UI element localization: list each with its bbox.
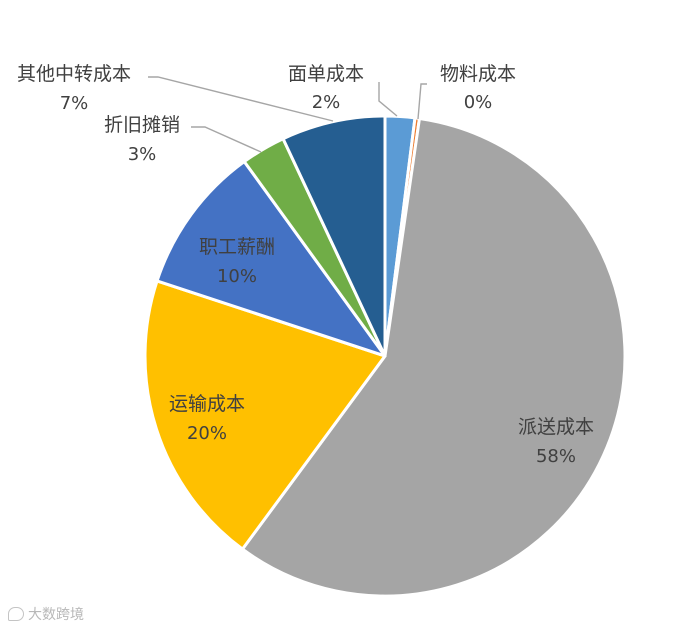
watermark: 大数跨境 [8, 604, 84, 624]
slice-value-职工薪酬: 10% [217, 266, 257, 287]
slice-value-派送成本: 58% [536, 446, 576, 467]
leader-line-物料成本 [417, 83, 427, 120]
slice-label-面单成本: 面单成本 [288, 63, 364, 85]
slice-value-物料成本: 0% [464, 92, 493, 113]
pie-slice-职工薪酬 [155, 160, 387, 358]
leader-line-折旧摊销 [191, 126, 262, 153]
slice-label-派送成本: 派送成本 [518, 416, 594, 438]
slice-value-其他中转成本: 7% [60, 93, 89, 114]
pie-slice-派送成本 [240, 116, 627, 598]
slice-value-面单成本: 2% [312, 92, 341, 113]
leader-line-面单成本 [378, 82, 398, 117]
pie-slice-其他中转成本 [281, 114, 387, 358]
slice-label-职工薪酬: 职工薪酬 [199, 236, 275, 258]
watermark-logo-icon [8, 607, 24, 621]
watermark-text: 大数跨境 [28, 607, 84, 623]
slice-label-其他中转成本: 其他中转成本 [17, 63, 131, 85]
pie-slice-运输成本 [143, 279, 387, 551]
slice-label-折旧摊销: 折旧摊销 [104, 114, 180, 136]
slice-value-折旧摊销: 3% [128, 144, 157, 165]
leader-line-其他中转成本 [148, 76, 334, 122]
slice-label-运输成本: 运输成本 [169, 393, 245, 415]
pie-slices [143, 114, 627, 598]
slice-value-运输成本: 20% [187, 423, 227, 444]
slice-label-物料成本: 物料成本 [440, 63, 516, 85]
